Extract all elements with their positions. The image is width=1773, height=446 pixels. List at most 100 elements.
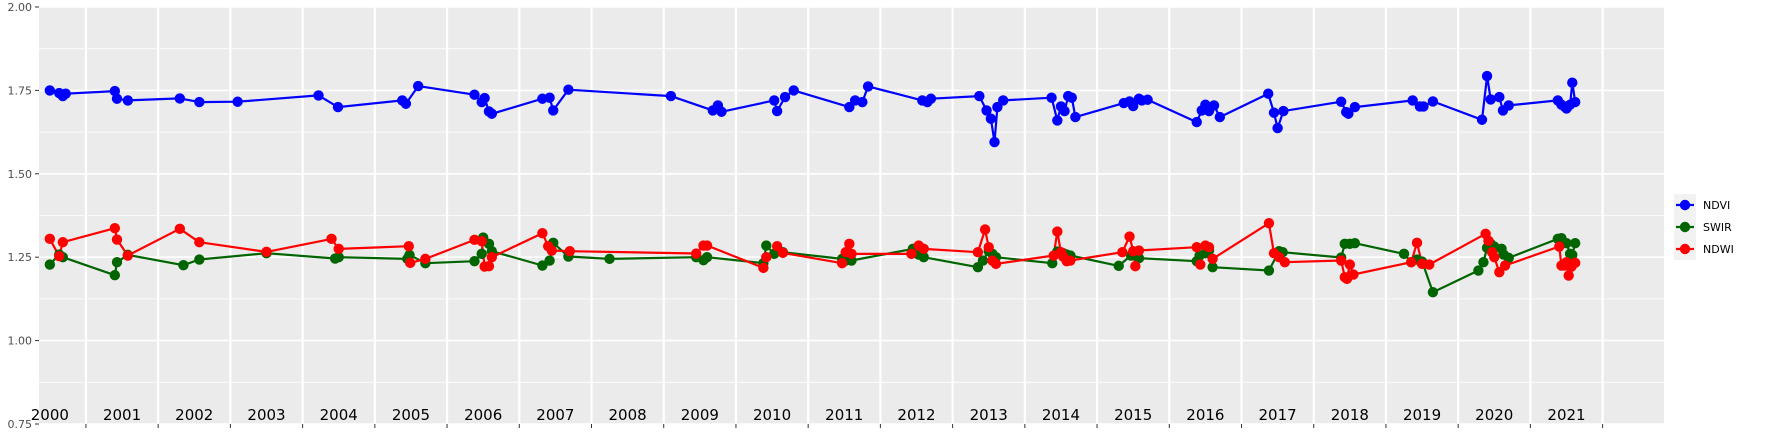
year-label: 2018 xyxy=(1331,406,1369,424)
data-point-ndwi xyxy=(1130,261,1141,272)
year-label: 2009 xyxy=(681,406,719,424)
data-point-swir xyxy=(918,252,929,263)
data-point-swir xyxy=(476,248,487,260)
year-label: 2004 xyxy=(320,406,358,424)
data-point-ndwi xyxy=(983,241,994,253)
data-point-ndvi xyxy=(862,81,874,92)
data-point-ndwi xyxy=(483,261,495,272)
data-point-swir xyxy=(111,257,123,268)
data-point-ndvi xyxy=(332,101,344,113)
data-point-ndwi xyxy=(1279,257,1291,268)
data-point-swir xyxy=(1569,237,1581,249)
data-point-swir xyxy=(537,260,548,271)
data-point-ndwi xyxy=(261,246,272,258)
data-point-ndvi xyxy=(1278,105,1289,117)
data-point-ndvi xyxy=(1418,101,1429,112)
data-point-ndwi xyxy=(564,245,576,257)
data-point-ndwi xyxy=(1483,235,1494,247)
data-point-ndvi xyxy=(981,105,992,116)
data-point-ndvi xyxy=(232,96,243,107)
data-point-ndwi xyxy=(57,236,69,248)
y-tick-label: 1.00 xyxy=(8,335,33,348)
data-point-swir xyxy=(469,256,480,267)
data-point-ndvi xyxy=(1208,100,1220,111)
data-point-ndwi xyxy=(1563,270,1574,281)
data-point-ndwi xyxy=(1344,259,1356,270)
data-point-ndwi xyxy=(1406,257,1417,268)
data-point-swir xyxy=(1473,265,1484,276)
data-point-ndwi xyxy=(1263,217,1275,229)
data-point-ndwi xyxy=(979,224,991,235)
data-point-ndwi xyxy=(486,252,498,263)
data-point-swir xyxy=(1427,287,1439,298)
data-point-ndvi xyxy=(544,92,555,103)
data-point-ndvi xyxy=(771,105,783,117)
data-point-ndwi xyxy=(906,248,917,260)
y-tick-label: 0.75 xyxy=(8,418,33,431)
data-point-ndwi xyxy=(194,236,205,248)
year-label: 2021 xyxy=(1547,406,1585,424)
data-point-swir xyxy=(1478,257,1489,268)
data-point-ndvi xyxy=(665,90,677,102)
data-point-ndwi xyxy=(1052,226,1063,237)
data-point-ndwi xyxy=(972,246,984,258)
year-label: 2006 xyxy=(464,406,502,424)
data-point-ndwi xyxy=(1191,241,1202,253)
data-point-swir xyxy=(1113,260,1124,272)
data-point-swir xyxy=(701,252,713,263)
data-point-ndvi xyxy=(400,98,412,109)
data-point-ndvi xyxy=(1349,101,1361,113)
data-point-ndwi xyxy=(1554,241,1565,252)
data-point-swir xyxy=(1133,253,1145,264)
data-point-ndvi xyxy=(1268,107,1280,118)
data-point-ndwi xyxy=(1335,255,1347,266)
data-point-ndwi xyxy=(701,240,713,251)
year-label: 2015 xyxy=(1114,406,1152,424)
data-point-ndvi xyxy=(1476,114,1488,125)
data-point-ndwi xyxy=(403,240,414,252)
data-point-ndwi xyxy=(109,222,121,234)
data-point-ndvi xyxy=(857,96,868,108)
data-point-ndwi xyxy=(1117,246,1128,258)
data-point-ndwi xyxy=(1411,237,1423,249)
legend-key-marker xyxy=(1679,243,1691,255)
data-point-ndvi xyxy=(1485,94,1496,105)
data-point-ndvi xyxy=(44,85,56,96)
data-point-swir xyxy=(977,255,989,266)
legend-label-ndvi: NDVI xyxy=(1703,199,1730,212)
data-point-ndvi xyxy=(1214,111,1226,123)
data-point-ndvi xyxy=(548,105,559,116)
data-point-ndwi xyxy=(333,243,344,255)
data-point-ndvi xyxy=(716,106,727,117)
data-point-ndvi xyxy=(563,84,574,95)
legend-label-ndwi: NDWI xyxy=(1703,243,1734,256)
data-point-ndvi xyxy=(925,93,937,104)
year-label: 2016 xyxy=(1186,406,1224,424)
data-point-ndvi xyxy=(1142,94,1153,105)
data-point-ndwi xyxy=(777,247,789,259)
data-point-ndwi xyxy=(476,235,487,247)
data-point-ndwi xyxy=(1348,269,1359,280)
data-point-ndwi xyxy=(44,233,56,245)
data-point-ndvi xyxy=(1343,108,1354,119)
year-label: 2014 xyxy=(1042,406,1080,424)
data-point-ndwi xyxy=(1207,253,1218,265)
data-point-ndvi xyxy=(469,89,480,100)
data-point-ndwi xyxy=(537,227,548,239)
data-point-ndvi xyxy=(194,96,205,108)
data-point-swir xyxy=(1567,249,1578,261)
data-point-ndvi xyxy=(997,95,1009,106)
data-point-ndvi xyxy=(111,93,123,104)
data-point-ndvi xyxy=(1503,100,1514,111)
year-label: 2002 xyxy=(175,406,213,424)
data-point-ndvi xyxy=(486,108,498,119)
year-label: 2013 xyxy=(970,406,1008,424)
data-point-ndvi xyxy=(974,90,985,102)
data-point-ndvi xyxy=(769,95,780,106)
data-point-ndvi xyxy=(989,136,1000,148)
legend-label-swir: SWIR xyxy=(1703,221,1732,234)
year-label: 2008 xyxy=(609,406,647,424)
data-point-ndvi xyxy=(122,95,134,106)
data-point-ndvi xyxy=(1427,96,1439,107)
data-point-ndvi xyxy=(313,90,324,101)
